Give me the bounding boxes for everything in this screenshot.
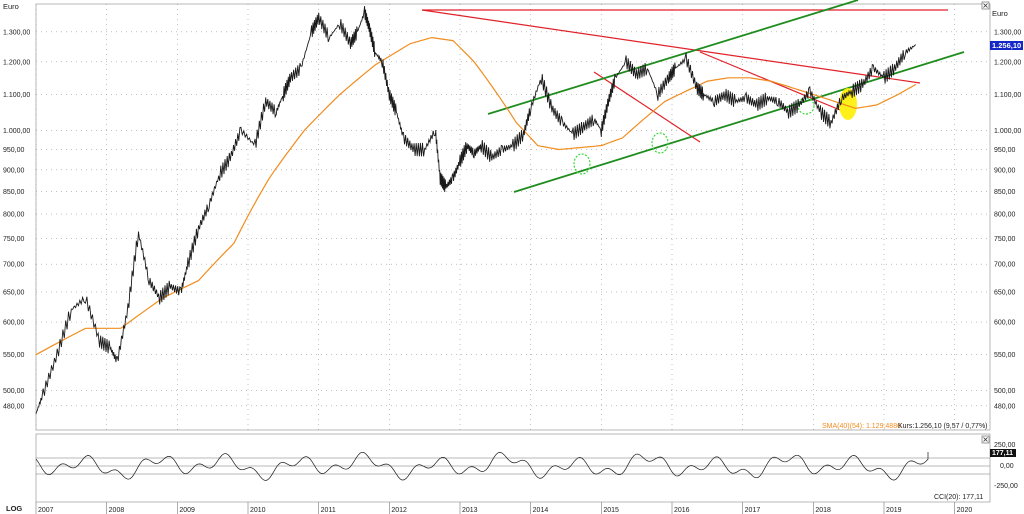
y-tick-right: 1.100,00 (994, 92, 1021, 99)
x-tick-label: 2015 (603, 507, 619, 514)
price-badge: 1.256,10 (992, 41, 1021, 50)
y-tick-right: 550,00 (994, 352, 1016, 359)
x-tick-label: 2011 (321, 507, 336, 514)
price-badge-bg (990, 41, 1023, 50)
log-scale-button[interactable]: LOG (6, 504, 22, 513)
y-tick-right: 650,00 (994, 289, 1016, 296)
currency-label-left: Euro (3, 2, 19, 11)
y-tick-left: 1.300,00 (3, 29, 30, 36)
currency-label-right: Euro (992, 9, 1008, 18)
x-tick-label: 2018 (815, 507, 831, 514)
y-tick-left: 1.000,00 (3, 128, 30, 135)
cci-badge-bg (990, 449, 1016, 457)
y-tick-right: 950,00 (994, 147, 1016, 154)
y-tick-left: 850,00 (3, 189, 25, 196)
y-tick-left: 550,00 (3, 352, 25, 359)
price-panel-frame (35, 3, 991, 431)
cci-tick-neg250: -250,00 (994, 483, 1018, 490)
highlight-marker-green-2 (651, 132, 669, 154)
y-tick-left: 900,00 (3, 167, 25, 174)
sma-legend: SMA(40)(54): 1.129,4886 (822, 423, 901, 430)
cci-tick-250: 250,00 (994, 442, 1016, 449)
price-line (35, 6, 917, 414)
grid (35, 4, 990, 430)
resistance-downtrend-line[interactable] (421, 9, 921, 84)
close-button-oscillator[interactable] (981, 435, 990, 444)
y-tick-left: 500,00 (3, 388, 25, 395)
x-tick-label: 2016 (674, 507, 690, 514)
y-tick-left: 700,00 (3, 262, 25, 269)
x-axis: 2007 2008 2009 2010 2011 2012 2013 2014 2015 2016… (35, 502, 973, 514)
y-tick-left: 480,00 (3, 403, 25, 410)
resistance-short-line-1[interactable] (593, 71, 701, 143)
y-tick-right: 900,00 (994, 167, 1016, 174)
sma-line (35, 36, 917, 356)
x-tick-label: 2009 (179, 507, 195, 514)
y-tick-right: 600,00 (994, 320, 1016, 327)
y-tick-left: 1.100,00 (3, 92, 30, 99)
cci-tick-0: 0,00 (1000, 463, 1014, 470)
y-tick-right: 1.300,00 (994, 29, 1021, 36)
x-tick-label: 2017 (745, 507, 761, 514)
y-tick-right: 700,00 (994, 262, 1016, 269)
x-tick-label: 2008 (109, 507, 125, 514)
x-tick-label: 2007 (38, 507, 54, 514)
x-tick-label: 2010 (250, 507, 266, 514)
y-tick-left: 950,00 (3, 147, 25, 154)
y-tick-right: 850,00 (994, 189, 1016, 196)
x-tick-label: 2013 (462, 507, 478, 514)
cci-value-badge: 177,11 (992, 450, 1013, 457)
y-tick-left: 750,00 (3, 236, 25, 243)
oscillator-panel-frame (35, 433, 991, 503)
y-axis-left: 480,00 500,00 550,00 600,00 650,00 700,00 750,… (3, 29, 30, 410)
y-tick-left: 1.200,00 (3, 59, 30, 66)
support-channel-upper-line[interactable] (487, 0, 859, 115)
y-tick-left: 800,00 (3, 212, 25, 219)
trendlines (421, 0, 965, 193)
y-tick-right: 750,00 (994, 236, 1016, 243)
y-axis-right: 480,00 500,00 550,00 600,00 650,00 700,00 750,… (994, 29, 1021, 410)
y-tick-left: 600,00 (3, 320, 25, 327)
x-tick-label: 2020 (957, 507, 973, 514)
quote-legend: Kurs:1.256,10 (9,57 / 0,77%) (898, 423, 988, 430)
cci-label: CCI(20): 177,11 (934, 494, 983, 501)
y-tick-right: 480,00 (994, 403, 1016, 410)
y-tick-right: 500,00 (994, 388, 1016, 395)
x-tick-label: 2019 (886, 507, 902, 514)
y-tick-right: 1.000,00 (994, 128, 1021, 135)
y-tick-right: 800,00 (994, 212, 1016, 219)
support-channel-lower-line[interactable] (513, 51, 965, 193)
x-tick-label: 2014 (533, 507, 549, 514)
y-tick-right: 1.200,00 (994, 59, 1021, 66)
y-tick-left: 650,00 (3, 289, 25, 296)
close-button[interactable] (981, 1, 990, 10)
highlight-marker-green-1 (573, 153, 591, 175)
x-tick-label: 2012 (391, 507, 407, 514)
cci-line (35, 451, 929, 481)
